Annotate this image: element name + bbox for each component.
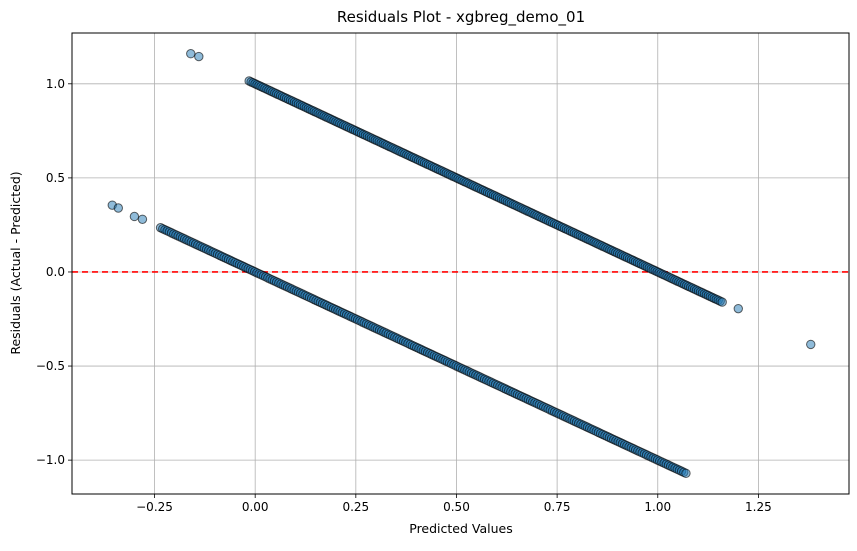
x-tick-label: −0.25 [136, 500, 173, 514]
x-tick-label: 0.50 [443, 500, 470, 514]
grid-lines [72, 33, 849, 494]
y-tick-label: −0.5 [36, 359, 65, 373]
scatter-points [107, 48, 816, 479]
data-point [733, 303, 743, 314]
data-point [806, 339, 816, 350]
x-tick-label: 0.25 [342, 500, 369, 514]
y-tick-label: −1.0 [36, 453, 65, 467]
x-tick-label: 0.75 [544, 500, 571, 514]
x-tick-label: 1.25 [745, 500, 772, 514]
y-tick-label: 0.0 [46, 265, 65, 279]
x-axis-label: Predicted Values [409, 521, 513, 536]
data-point [717, 297, 727, 307]
data-point [681, 468, 691, 479]
data-point [137, 214, 148, 224]
axis-ticks: −0.25 0.00 0.25 0.50 0.75 1.00 1.25 −1.0 −0.5 0.0… [36, 77, 772, 514]
data-point [186, 48, 196, 59]
y-tick-label: 1.0 [46, 77, 65, 91]
x-tick-label: 0.00 [242, 500, 269, 514]
data-point [129, 211, 140, 222]
y-tick-label: 0.5 [46, 171, 65, 185]
chart-title: Residuals Plot - xgbreg_demo_01 [337, 8, 585, 27]
x-tick-label: 1.00 [644, 500, 671, 514]
plot-frame [71, 32, 850, 495]
y-axis-label: Residuals (Actual - Predicted) [8, 171, 23, 354]
data-point [194, 51, 204, 62]
data-point [113, 203, 123, 213]
